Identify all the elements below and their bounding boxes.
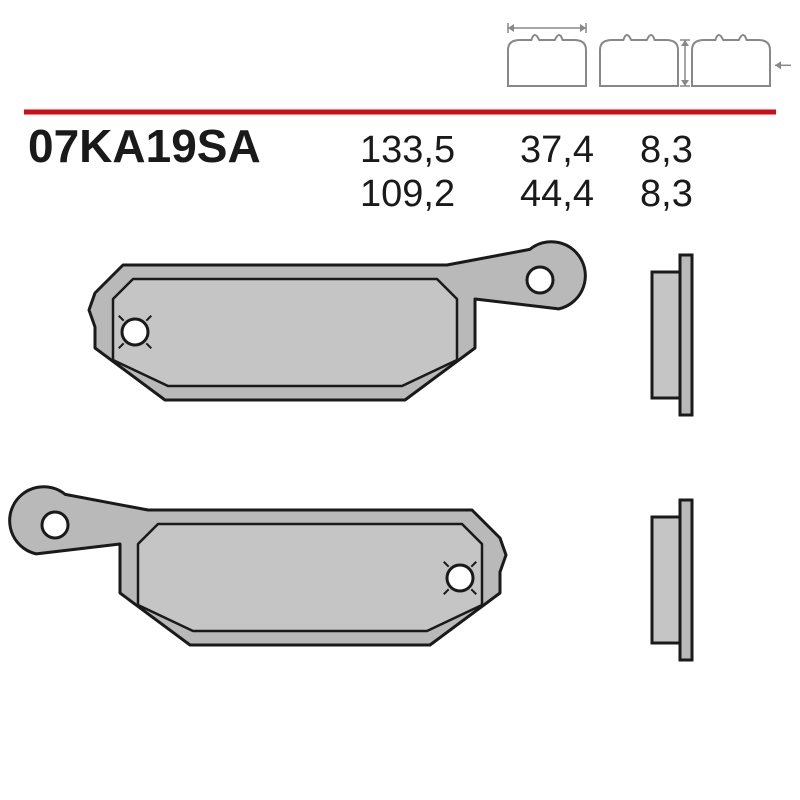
part-number: 07KA19SA xyxy=(28,120,261,172)
dim-thickness-1: 8,3 xyxy=(640,129,693,171)
side-backplate xyxy=(680,500,692,660)
mounting-hole-icon xyxy=(42,512,68,538)
dim-height-2: 44,4 xyxy=(520,173,594,215)
side-friction xyxy=(652,272,680,398)
dim-thickness-2: 8,3 xyxy=(640,173,693,215)
pad-side-profile xyxy=(652,255,692,415)
pad-side-profile xyxy=(652,500,692,660)
dim-width-1: 133,5 xyxy=(360,129,455,171)
side-backplate xyxy=(680,255,692,415)
dim-height-1: 37,4 xyxy=(520,129,594,171)
locator-hole-icon xyxy=(122,319,148,345)
side-friction xyxy=(652,517,680,643)
dim-width-2: 109,2 xyxy=(360,173,455,215)
mounting-hole-icon xyxy=(527,267,553,293)
pad-friction-face xyxy=(138,524,482,631)
pad-friction-face xyxy=(113,279,457,386)
locator-hole-icon xyxy=(447,565,473,591)
